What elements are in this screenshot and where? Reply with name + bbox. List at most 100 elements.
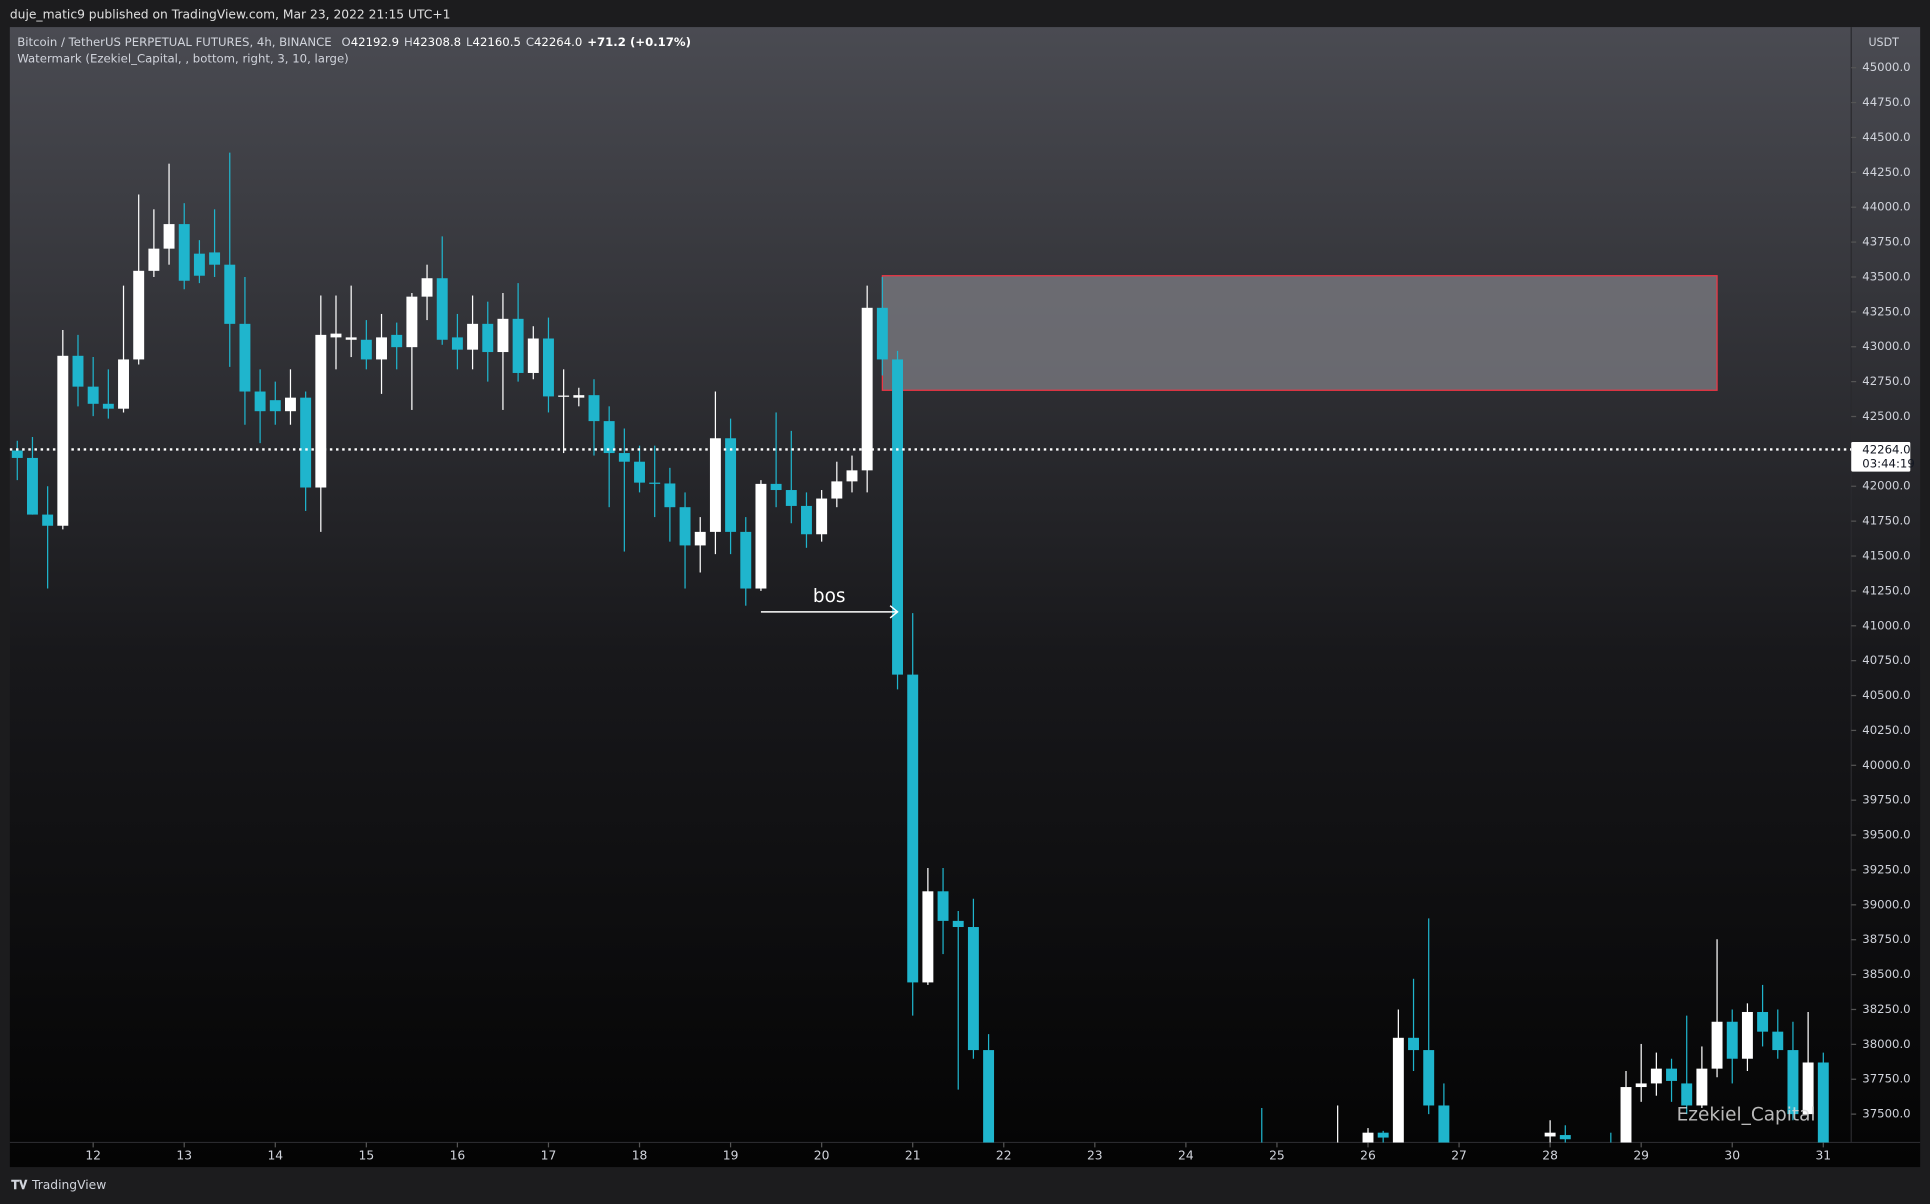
y-tick-label: 38250.0 <box>1862 1002 1910 1016</box>
x-tick-label: 27 <box>1451 1148 1467 1162</box>
y-tick-label: 43250.0 <box>1862 304 1910 318</box>
candle-body <box>72 355 84 387</box>
candle-body <box>740 531 752 589</box>
y-tick-label: 40500.0 <box>1862 688 1910 702</box>
x-tick-label: 28 <box>1542 1148 1558 1162</box>
x-tick-label: 12 <box>85 1148 101 1162</box>
x-tick-label: 24 <box>1178 1148 1194 1162</box>
candle-body <box>876 307 888 360</box>
y-tick-label: 44250.0 <box>1862 165 1910 179</box>
candle-body <box>360 339 372 360</box>
y-tick-label: 42500.0 <box>1862 409 1910 423</box>
x-tick-label: 19 <box>723 1148 739 1162</box>
brand-logo: 𝐓𝐕 <box>11 1178 28 1192</box>
y-tick-label: 44500.0 <box>1862 130 1910 144</box>
y-unit: USDT <box>1868 36 1899 49</box>
candle-body <box>1666 1068 1677 1081</box>
candle-body <box>193 253 205 276</box>
candle-body <box>664 483 676 508</box>
countdown-label: 03:44:19 <box>1862 457 1914 471</box>
y-tick-label: 37750.0 <box>1862 1072 1910 1086</box>
candle-body <box>816 498 828 535</box>
legend-value: 42308.8 <box>413 34 461 48</box>
candle-body <box>209 252 221 265</box>
y-tick-label: 45000.0 <box>1862 60 1910 74</box>
candle-body <box>649 482 661 484</box>
x-tick-label: 13 <box>176 1148 192 1162</box>
candle-body <box>315 334 327 488</box>
candle-body <box>725 438 737 532</box>
candle-body <box>937 891 949 921</box>
candle-body <box>497 318 509 353</box>
candle-body <box>861 307 873 471</box>
x-tick-label: 21 <box>905 1148 921 1162</box>
candle-body <box>512 318 524 373</box>
x-tick-label: 29 <box>1633 1148 1649 1162</box>
legend-key: H <box>404 34 413 48</box>
plot: bos <box>11 152 1829 1143</box>
candle-body <box>118 359 129 409</box>
x-tick-label: 26 <box>1360 1148 1376 1162</box>
x-tick-label: 22 <box>996 1148 1012 1162</box>
candle-body <box>907 674 919 983</box>
legend-title: Bitcoin / TetherUS PERPETUAL FUTURES, 4h… <box>17 34 331 48</box>
candle-body <box>755 483 767 589</box>
bos-label: bos <box>813 586 846 607</box>
y-tick-label: 43000.0 <box>1862 339 1910 353</box>
legend-key: L <box>466 34 473 48</box>
y-tick-label: 38500.0 <box>1862 967 1910 981</box>
candle-body <box>482 323 494 353</box>
y-tick-label: 39000.0 <box>1862 897 1910 911</box>
legend-value: 42160.5 <box>473 34 521 48</box>
watermark: Ezekiel_Capital <box>1677 1104 1816 1125</box>
candle-body <box>300 397 312 488</box>
candle-body <box>603 421 615 454</box>
x-tick-label: 20 <box>814 1148 830 1162</box>
candle-body <box>1559 1135 1571 1140</box>
candle-body <box>1726 1021 1738 1059</box>
y-tick-label: 39500.0 <box>1862 828 1910 842</box>
candle-body <box>1741 1011 1753 1059</box>
candle-body <box>148 248 160 271</box>
y-tick-label: 43500.0 <box>1862 269 1910 283</box>
legend-key: O <box>342 34 351 48</box>
candle-body <box>391 334 403 348</box>
x-tick-label: 17 <box>541 1148 557 1162</box>
legend-value: 42264.0 <box>534 34 582 48</box>
candle-body <box>952 920 964 928</box>
publish-info: duje_matic9 published on TradingView.com… <box>10 7 451 21</box>
y-tick-label: 38750.0 <box>1862 932 1910 946</box>
candle-body <box>634 461 645 483</box>
candle-body <box>1650 1068 1662 1084</box>
candle-body <box>269 400 281 412</box>
candle-body <box>254 391 266 412</box>
candle-body <box>846 470 858 482</box>
candle-body <box>785 490 797 506</box>
y-tick-label: 44750.0 <box>1862 95 1910 109</box>
candle-body <box>102 403 114 409</box>
legend: Bitcoin / TetherUS PERPETUAL FUTURES, 4h… <box>17 34 691 48</box>
candle-body <box>239 323 251 392</box>
candle-body <box>436 278 448 340</box>
candle-body <box>57 355 69 526</box>
y-tick-label: 40000.0 <box>1862 758 1910 772</box>
legend-key: C <box>526 34 534 48</box>
candle-body <box>1772 1031 1784 1051</box>
y-tick-label: 43750.0 <box>1862 235 1910 249</box>
last-price-tag <box>1851 442 1911 472</box>
candle-body <box>1696 1068 1708 1106</box>
candle-body <box>376 337 387 360</box>
x-tick-label: 18 <box>632 1148 648 1162</box>
y-tick-label: 41250.0 <box>1862 583 1910 597</box>
candle-body <box>1408 1037 1419 1051</box>
candle-body <box>87 386 99 404</box>
x-tick-label: 16 <box>450 1148 466 1162</box>
candle-body <box>42 514 54 526</box>
x-tick-label: 14 <box>267 1148 283 1162</box>
candle-body <box>967 927 979 1051</box>
indicator-label: Watermark (Ezekiel_Capital, , bottom, ri… <box>17 52 349 66</box>
candle-body <box>284 397 296 412</box>
y-tick-label: 40750.0 <box>1862 653 1910 667</box>
y-tick-label: 42750.0 <box>1862 374 1910 388</box>
